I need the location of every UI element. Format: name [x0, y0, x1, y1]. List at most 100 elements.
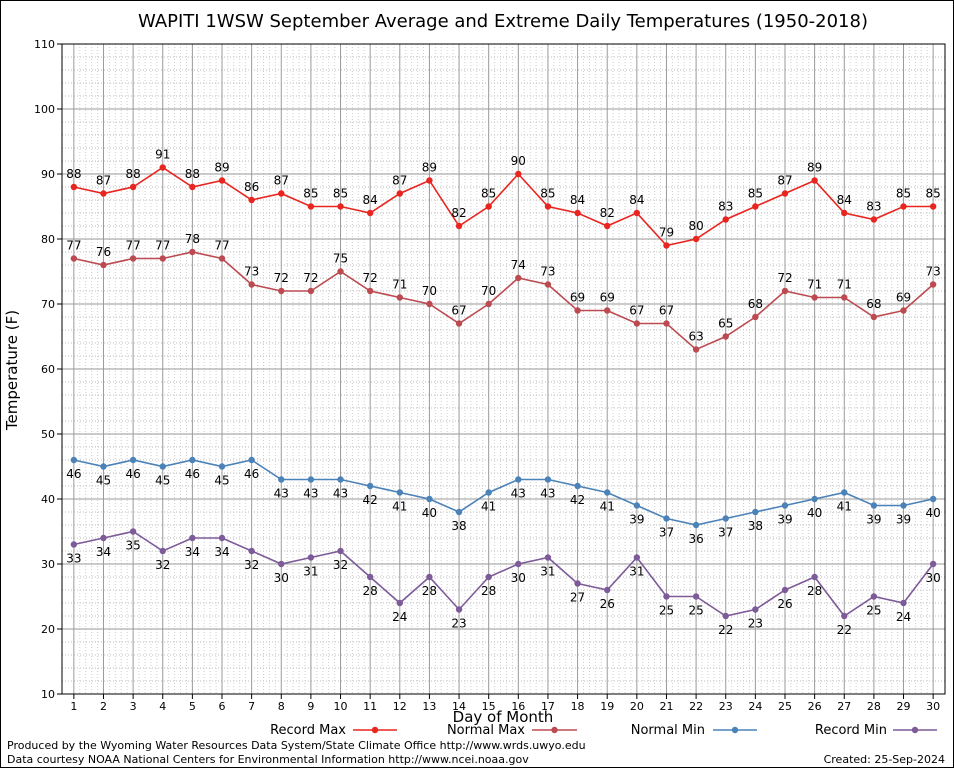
- normal-min-data-label: 43: [540, 487, 555, 501]
- y-tick-label: 70: [41, 298, 55, 311]
- normal-max-data-label: 73: [244, 265, 259, 279]
- normal-min-data-label: 45: [155, 474, 170, 488]
- record-max-line: [73, 166, 934, 247]
- y-tick-label: 10: [41, 688, 55, 701]
- normal-min-data-label: 46: [244, 467, 259, 481]
- x-tick-label: 4: [159, 700, 166, 713]
- x-tick-label: 2: [100, 700, 107, 713]
- normal-max-point: [574, 307, 581, 314]
- record-max-data-label: 85: [481, 187, 496, 201]
- record-max-point: [515, 170, 522, 178]
- y-tick-label: 20: [41, 623, 55, 636]
- normal-max-data-label: 65: [718, 317, 733, 331]
- normal-max-data-label: 69: [570, 291, 585, 305]
- record-min-data-label: 34: [185, 545, 200, 559]
- record-min-point: [189, 534, 196, 542]
- record-max-point: [129, 183, 137, 191]
- normal-max-data-label: 72: [363, 271, 378, 285]
- normal-min-point: [752, 508, 759, 516]
- record-max-data-label: 89: [422, 161, 437, 175]
- x-tick-label: 22: [689, 700, 703, 713]
- record-max-point: [189, 183, 196, 191]
- normal-max-point: [248, 281, 255, 288]
- normal-min-data-label: 36: [688, 532, 703, 546]
- legend-label-normal-max: Normal Max: [447, 723, 525, 738]
- record-min-data-label: 22: [837, 623, 852, 637]
- record-min-point: [929, 560, 937, 568]
- record-max-data-label: 82: [600, 206, 615, 220]
- y-axis-label: Temperature (F): [3, 310, 21, 431]
- normal-max-data-label: 70: [422, 284, 437, 298]
- normal-max-point: [307, 287, 315, 295]
- record-min-point: [396, 599, 403, 607]
- normal-min-line: [73, 459, 934, 526]
- normal-min-data-label: 42: [363, 493, 378, 507]
- record-max-point: [278, 190, 285, 197]
- y-tick-label: 30: [41, 558, 55, 571]
- x-tick-label: 30: [926, 700, 940, 713]
- record-max-point: [307, 203, 315, 210]
- record-max-point: [485, 203, 492, 210]
- record-min-point: [366, 573, 374, 581]
- record-max-data-label: 84: [570, 193, 585, 207]
- y-tick-label: 90: [41, 168, 55, 181]
- record-max-data-label: 87: [777, 174, 792, 188]
- x-tick-label: 23: [719, 700, 733, 713]
- x-tick-label: 12: [393, 700, 407, 713]
- normal-min-data-label: 42: [570, 493, 585, 507]
- normal-min-data-label: 45: [96, 474, 111, 488]
- normal-max-point: [189, 248, 196, 256]
- record-min-point: [485, 573, 492, 581]
- normal-max-point: [337, 268, 344, 275]
- x-tick-label: 15: [482, 700, 496, 713]
- x-tick-label: 19: [600, 700, 614, 713]
- normal-min-data-label: 37: [659, 526, 674, 540]
- x-tick-label: 26: [808, 700, 822, 713]
- footer-credit-ncei: Data courtesy NOAA National Centers for …: [7, 753, 529, 766]
- x-tick-label: 16: [511, 700, 525, 713]
- normal-max-data-label: 78: [185, 232, 200, 246]
- y-tick-label: 40: [41, 493, 55, 506]
- record-max-point: [574, 209, 581, 217]
- normal-min-data-label: 40: [422, 506, 437, 520]
- normal-min-point: [692, 521, 700, 529]
- normal-max-data-label: 72: [303, 271, 318, 285]
- record-max-data-label: 82: [451, 206, 466, 220]
- record-max-point: [218, 177, 226, 184]
- record-min-point: [248, 547, 255, 555]
- normal-min-point: [366, 482, 374, 490]
- record-max-data-label: 88: [125, 167, 140, 181]
- record-min-data-label: 32: [333, 558, 348, 572]
- x-tick-label: 3: [130, 700, 137, 713]
- record-min-data-label: 34: [96, 545, 111, 559]
- x-tick-label: 29: [897, 700, 911, 713]
- x-tick-label: 20: [630, 700, 644, 713]
- normal-max-data-label: 77: [214, 239, 229, 253]
- normal-min-point: [929, 495, 937, 503]
- record-min-data-label: 26: [777, 597, 792, 611]
- x-tick-label: 13: [422, 700, 436, 713]
- normal-max-data-label: 63: [688, 330, 703, 344]
- record-max-point: [100, 190, 107, 197]
- record-min-point: [663, 593, 670, 600]
- normal-min-point: [100, 463, 107, 470]
- normal-max-point: [692, 346, 700, 353]
- record-max-data-label: 88: [66, 167, 81, 181]
- normal-min-data-label: 43: [303, 487, 318, 501]
- record-max-data-label: 87: [392, 174, 407, 188]
- record-max-point: [663, 242, 670, 249]
- normal-min-data-label: 37: [718, 526, 733, 540]
- record-min-point: [218, 534, 226, 542]
- normal-max-point: [366, 287, 374, 295]
- normal-min-data-label: 46: [66, 467, 81, 481]
- chart-title: WAPITI 1WSW September Average and Extrem…: [138, 11, 868, 32]
- record-min-data-label: 25: [688, 604, 703, 618]
- record-max-data-label: 84: [363, 193, 378, 207]
- normal-min-data-label: 46: [185, 467, 200, 481]
- normal-min-point: [870, 502, 878, 509]
- x-tick-label: 24: [748, 700, 762, 713]
- normal-max-point: [396, 294, 403, 301]
- normal-max-line: [73, 251, 934, 351]
- normal-max-point: [159, 255, 166, 262]
